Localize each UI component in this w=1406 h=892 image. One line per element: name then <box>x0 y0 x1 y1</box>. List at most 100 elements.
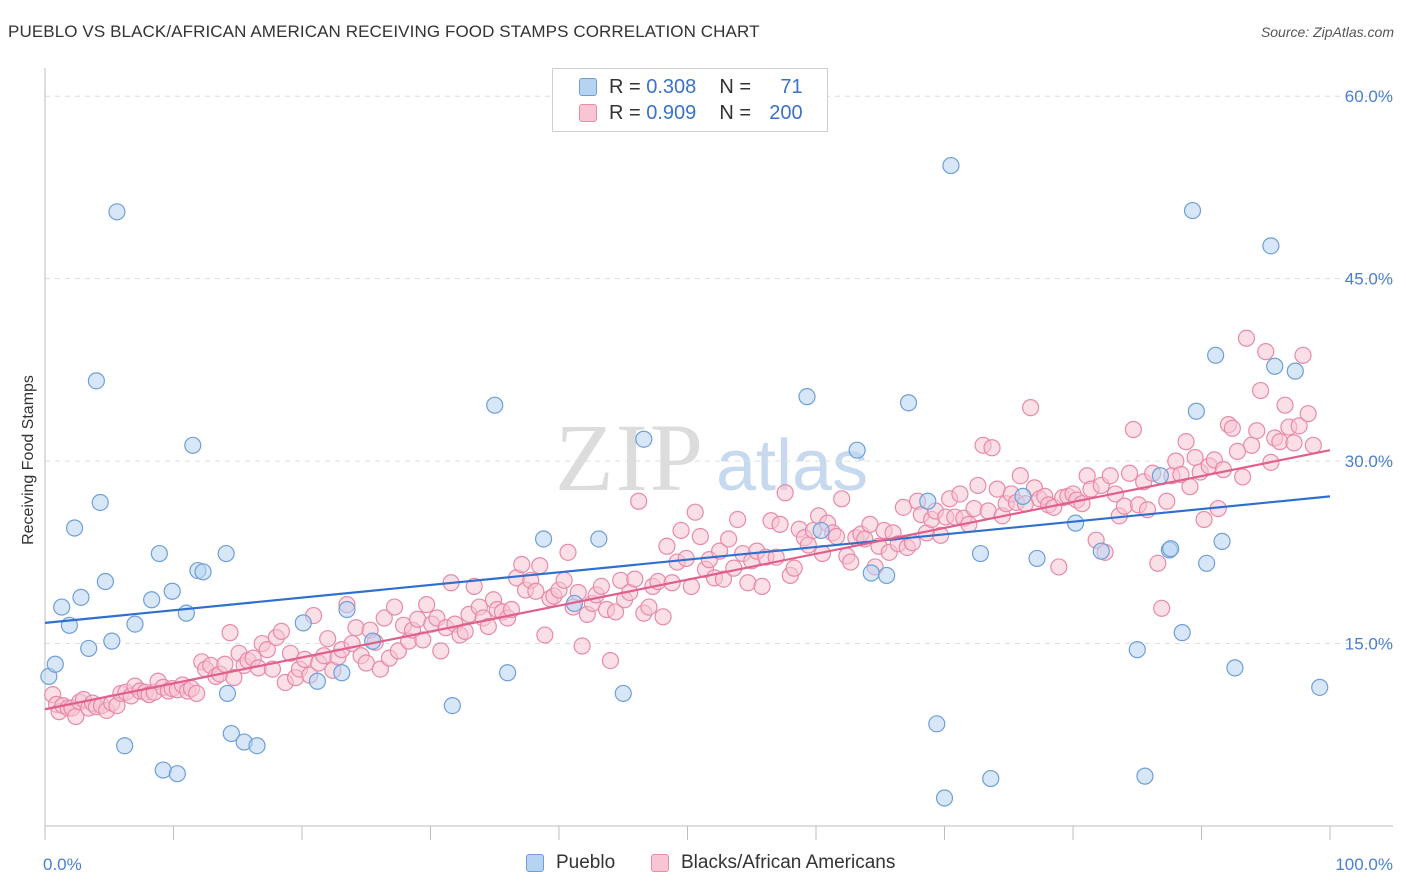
pueblo-point <box>150 544 168 563</box>
pueblo-point <box>1151 467 1169 485</box>
axes <box>44 68 1393 840</box>
series-legend: Pueblo Blacks/African Americans <box>0 852 1406 876</box>
black-point <box>479 617 497 636</box>
black-point <box>555 571 573 589</box>
black-point <box>1021 399 1040 417</box>
black-point <box>1299 405 1317 423</box>
pueblo-point <box>65 519 84 537</box>
pueblo-point <box>72 588 90 606</box>
black-point <box>969 476 987 495</box>
pueblo-point <box>982 769 1000 788</box>
black-point <box>771 515 789 533</box>
legend-r-value: 0.909 <box>646 101 697 124</box>
black-point <box>776 484 794 502</box>
pueblo-point <box>614 684 632 703</box>
black-point <box>1181 478 1199 496</box>
black-point <box>1186 448 1204 467</box>
series-black-points <box>44 329 1322 726</box>
pueblo-point <box>163 582 181 600</box>
legend-n-value: 71 <box>780 75 803 98</box>
pueblo-point <box>1173 624 1191 642</box>
black-point <box>672 521 690 540</box>
pueblo-point <box>443 696 461 715</box>
pueblo-point <box>1128 641 1146 659</box>
tick-labels: 15.0% 30.0% 45.0% 60.0% 0.0% 100.0% <box>43 87 1393 874</box>
black-point <box>729 510 747 529</box>
black-point <box>465 577 483 595</box>
black-point <box>418 596 436 614</box>
legend-n-label: N = <box>719 101 752 124</box>
black-point <box>739 574 757 592</box>
pueblo-swatch <box>579 78 597 96</box>
y-tick-label: 45.0% <box>1345 270 1393 289</box>
pueblo-point <box>53 598 71 616</box>
y-tick-label: 30.0% <box>1345 452 1393 471</box>
pueblo-point <box>1213 532 1231 550</box>
black-point <box>592 577 611 595</box>
pueblo-point <box>1162 540 1180 558</box>
black-point <box>221 624 239 642</box>
pueblo-point <box>486 396 504 414</box>
black-point <box>1050 558 1068 576</box>
pueblo-point <box>1136 767 1154 785</box>
black-point <box>1120 464 1139 482</box>
black-point <box>753 577 771 595</box>
black-point <box>1158 492 1176 510</box>
black-point <box>1228 442 1247 460</box>
black-point <box>573 637 591 655</box>
pueblo-point <box>812 521 830 540</box>
black-point <box>686 503 704 521</box>
legend-r-value: 0.308 <box>646 75 697 98</box>
black-point <box>951 485 969 503</box>
pueblo-point <box>635 430 653 448</box>
pueblo-point <box>862 564 880 582</box>
black-point <box>842 553 860 571</box>
black-point <box>1243 436 1261 454</box>
black-point <box>513 555 531 574</box>
legend-item-black: Blacks/African Americans <box>651 852 895 874</box>
pueblo-point <box>942 156 960 175</box>
black-point <box>414 631 432 649</box>
pueblo-point <box>338 600 356 619</box>
pueblo-point <box>108 203 126 221</box>
pueblo-point <box>1014 487 1032 505</box>
pueblo-point <box>91 493 109 512</box>
black-trend-line <box>44 449 1331 711</box>
black-point <box>1276 396 1294 414</box>
black-point <box>456 622 474 640</box>
legend-n-label: N = <box>719 75 752 98</box>
black-point <box>559 543 577 561</box>
black-legend-swatch <box>651 854 669 872</box>
black-point <box>1252 381 1270 400</box>
pueblo-point <box>919 492 937 510</box>
black-point <box>640 598 658 616</box>
black-point <box>315 647 333 665</box>
black-point <box>1101 467 1119 485</box>
black-point <box>861 515 879 533</box>
legend-row-pueblo: R = 0.308 N = 71 <box>579 75 803 99</box>
pueblo-point <box>899 394 918 412</box>
black-point <box>1177 433 1195 451</box>
black-point <box>1149 554 1167 572</box>
black-point <box>375 609 393 627</box>
legend-label-black: Blacks/African Americans <box>681 852 896 873</box>
black-point <box>630 492 648 510</box>
black-point <box>827 527 846 546</box>
pueblo-point <box>308 672 327 690</box>
black-point <box>1304 436 1322 454</box>
pueblo-point <box>1207 346 1225 364</box>
black-point <box>1124 420 1142 439</box>
black-point <box>1223 419 1241 437</box>
black-point <box>1011 467 1029 485</box>
black-point <box>983 439 1001 457</box>
pueblo-point <box>1266 357 1284 375</box>
pueblo-point <box>333 664 351 682</box>
black-point <box>785 559 803 577</box>
pueblo-legend-swatch <box>526 854 544 872</box>
black-point <box>527 582 545 600</box>
pueblo-point <box>294 614 312 632</box>
black-point <box>281 644 300 662</box>
pueblo-point <box>534 530 553 548</box>
black-point <box>833 490 851 508</box>
